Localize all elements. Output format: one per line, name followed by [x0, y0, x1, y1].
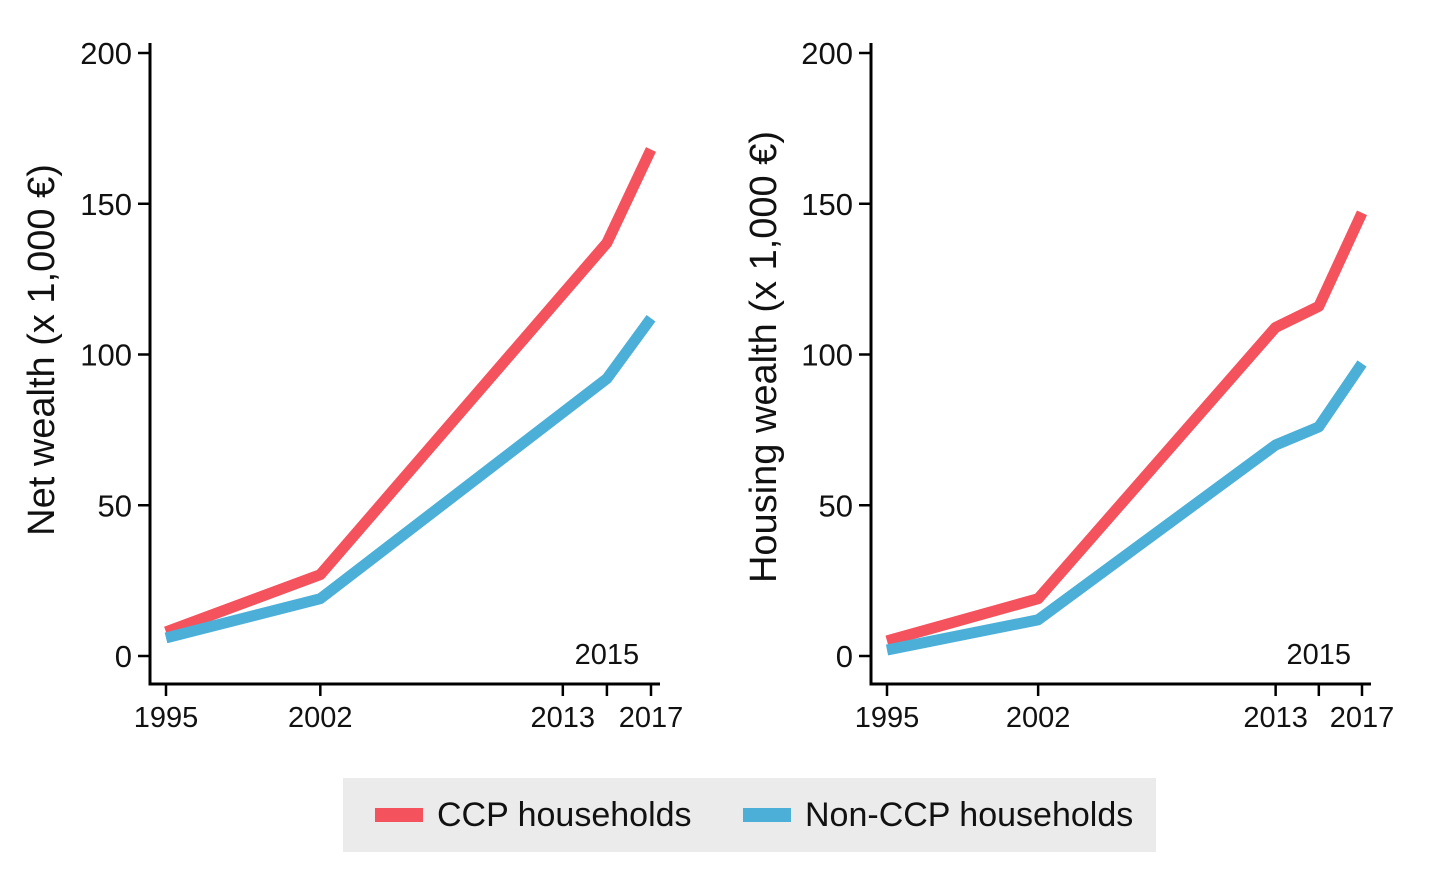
panel-2-x-tick-label: 2002: [1006, 702, 1071, 734]
panel-2-x-tick-label: 2013: [1243, 702, 1308, 734]
panel-1-y-tick-label: 150: [80, 187, 132, 222]
panel-1-series-ccp-line: [164, 147, 656, 638]
panel-2-x-tick-label: 2017: [1330, 702, 1395, 734]
panel-1-x-tick-label: 2017: [619, 702, 684, 734]
panel-1-x-annotation-2015: 2015: [575, 639, 640, 671]
panel-2-y-axis-title: Housing wealth (x 1,000 €): [743, 131, 785, 583]
panel-2-y-tick-label: 200: [801, 36, 853, 71]
panel-1-x-tick-label: 2013: [531, 702, 596, 734]
legend: CCP households Non-CCP households: [343, 778, 1156, 852]
panel-2-x-annotation-2015: 2015: [1287, 639, 1352, 671]
legend-item-non-ccp: Non-CCP households: [743, 778, 1133, 852]
panel-2-x-tick-label: 1995: [855, 702, 920, 734]
legend-swatch-ccp: [375, 808, 423, 822]
panel-2-y-tick-label: 0: [836, 639, 853, 674]
panel-1-x-tick-label: 2002: [288, 702, 353, 734]
panel-1-series-non-ccp-line: [164, 315, 656, 644]
panel-2-series-non-ccp-line: [885, 360, 1367, 656]
legend-swatch-non-ccp: [743, 808, 791, 822]
panel-1-y-tick-label: 50: [98, 488, 132, 523]
panel-2-series-ccp-line: [885, 210, 1367, 647]
panel-2-y-tick-label: 100: [801, 338, 853, 373]
panel-1-x-tick-label: 1995: [134, 702, 199, 734]
panel-1-y-tick-label: 100: [80, 338, 132, 373]
panel-2-y-tick-label: 50: [819, 488, 853, 523]
legend-label-ccp: CCP households: [437, 795, 692, 834]
panel-2-y-tick-label: 150: [801, 187, 853, 222]
legend-label-non-ccp: Non-CCP households: [805, 795, 1134, 834]
panel-1-y-axis-title: Net wealth (x 1,000 €): [21, 164, 63, 536]
legend-item-ccp: CCP households: [375, 778, 692, 852]
panel-1-y-tick-label: 0: [115, 639, 132, 674]
panel-1-y-tick-label: 200: [80, 36, 132, 71]
